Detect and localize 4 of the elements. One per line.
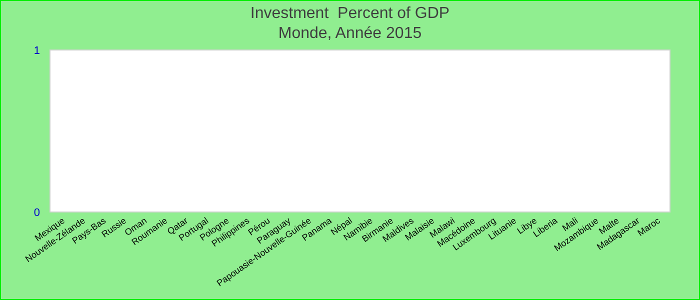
y-tick-label: 1 (34, 45, 40, 57)
chart-title: Investment Percent of GDP (250, 5, 450, 22)
chart-subtitle: Monde, Année 2015 (278, 25, 422, 42)
y-tick-label: 0 (34, 207, 40, 219)
